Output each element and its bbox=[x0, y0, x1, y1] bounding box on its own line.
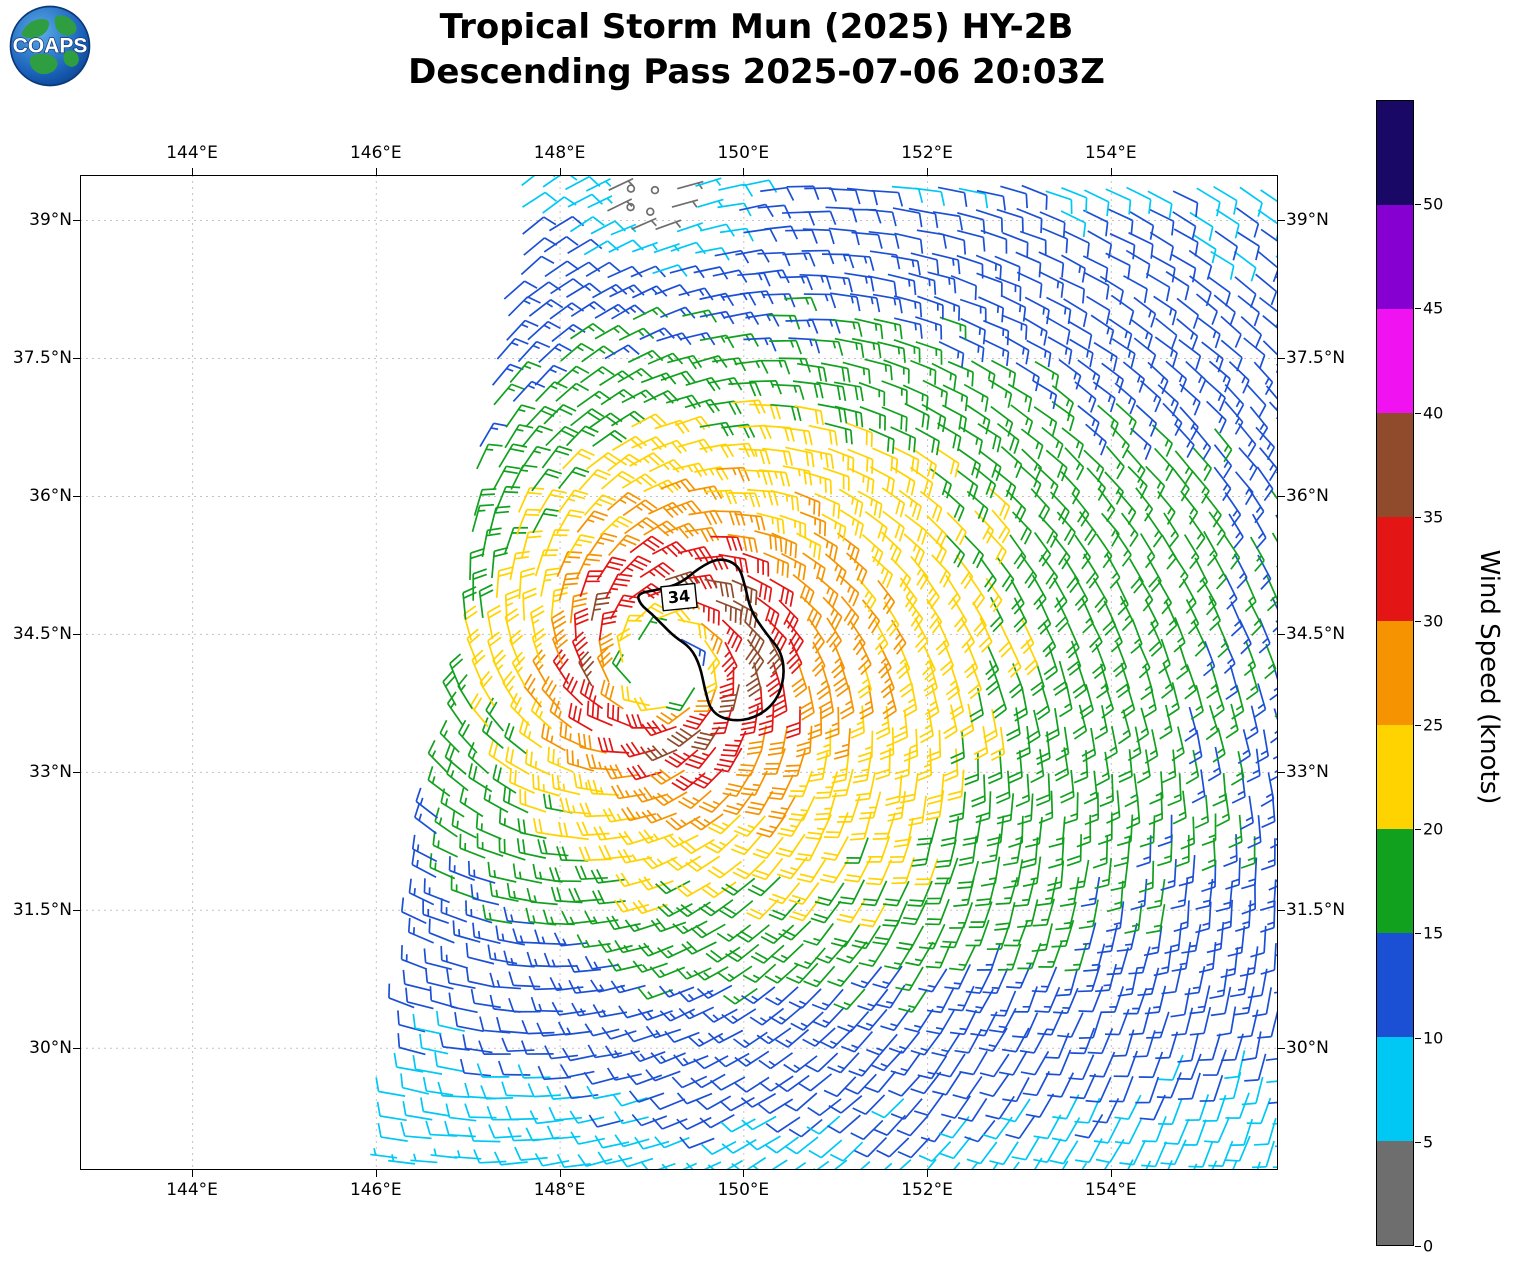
y-tick-label-right: 33°N bbox=[1286, 761, 1329, 782]
colorbar-tick-mark bbox=[1415, 933, 1421, 935]
colorbar-tick-mark bbox=[1415, 516, 1421, 518]
colorbar-tick-label: 45 bbox=[1423, 298, 1444, 318]
colorbar-band-40-45 bbox=[1377, 309, 1413, 413]
colorbar-tick-label: 30 bbox=[1423, 611, 1444, 631]
x-tick-mark-top bbox=[559, 168, 561, 175]
colorbar-label: Wind Speed (knots) bbox=[1474, 549, 1504, 805]
colorbar-band-0-5 bbox=[1377, 1141, 1413, 1245]
colorbar-tick-label: 5 bbox=[1423, 1132, 1434, 1152]
colorbar-band-50-55 bbox=[1377, 101, 1413, 205]
x-tick-label-top: 148°E bbox=[533, 143, 586, 163]
x-tick-label-bottom: 150°E bbox=[717, 1180, 770, 1200]
colorbar-tick-mark bbox=[1415, 1246, 1421, 1247]
title-line-1: Tropical Storm Mun (2025) HY-2B bbox=[439, 7, 1074, 47]
colorbar-tick-label: 0 bbox=[1423, 1236, 1434, 1256]
x-tick-mark-top bbox=[927, 168, 929, 175]
x-tick-label-top: 154°E bbox=[1084, 143, 1137, 163]
y-tick-label-left: 34.5°N bbox=[12, 623, 72, 644]
y-tick-mark-left bbox=[73, 909, 80, 911]
x-tick-label-top: 146°E bbox=[349, 143, 402, 163]
logo-text: COAPS bbox=[13, 35, 88, 58]
colorbar bbox=[1376, 100, 1414, 1246]
colorbar-tick-label: 40 bbox=[1423, 403, 1444, 423]
colorbar-tick-mark bbox=[1415, 1037, 1421, 1039]
x-tick-label-bottom: 144°E bbox=[166, 1180, 218, 1200]
y-tick-mark-right bbox=[1278, 1047, 1285, 1049]
y-tick-label-left: 36°N bbox=[29, 485, 72, 506]
x-tick-label-top: 144°E bbox=[166, 143, 218, 163]
y-tick-label-left: 33°N bbox=[29, 761, 72, 782]
y-tick-label-left: 30°N bbox=[29, 1037, 72, 1058]
y-tick-mark-left bbox=[73, 357, 80, 359]
colorbar-tick-label: 50 bbox=[1423, 194, 1444, 214]
y-tick-label-right: 39°N bbox=[1286, 210, 1329, 231]
coaps-logo: COAPS bbox=[8, 4, 92, 88]
x-tick-mark-bottom bbox=[927, 1170, 929, 1177]
y-tick-mark-left bbox=[73, 1047, 80, 1049]
y-tick-mark-left bbox=[73, 220, 80, 222]
colorbar-band-25-30 bbox=[1377, 621, 1413, 725]
colorbar-band-30-35 bbox=[1377, 517, 1413, 621]
colorbar-tick-mark bbox=[1415, 620, 1421, 622]
x-tick-mark-top bbox=[1110, 168, 1112, 175]
wind-barb-field bbox=[80, 175, 1278, 1170]
y-tick-mark-right bbox=[1278, 771, 1285, 773]
y-tick-mark-left bbox=[73, 771, 80, 773]
colorbar-tick-mark bbox=[1415, 308, 1421, 310]
y-tick-mark-right bbox=[1278, 633, 1285, 635]
colorbar-tick-mark bbox=[1415, 412, 1421, 414]
colorbar-tick-label: 15 bbox=[1423, 923, 1444, 943]
x-tick-mark-top bbox=[192, 168, 194, 175]
colorbar-tick-mark bbox=[1415, 829, 1421, 831]
y-tick-label-left: 31.5°N bbox=[12, 899, 72, 920]
y-tick-mark-right bbox=[1278, 357, 1285, 359]
y-tick-mark-left bbox=[73, 633, 80, 635]
map-plot bbox=[80, 175, 1278, 1170]
x-tick-label-top: 152°E bbox=[901, 143, 953, 163]
y-tick-label-right: 30°N bbox=[1286, 1037, 1329, 1058]
x-tick-mark-top bbox=[375, 168, 377, 175]
x-tick-label-top: 150°E bbox=[717, 143, 770, 163]
y-tick-label-right: 31.5°N bbox=[1286, 899, 1346, 920]
colorbar-band-35-40 bbox=[1377, 413, 1413, 517]
x-tick-label-bottom: 148°E bbox=[533, 1180, 586, 1200]
colorbar-band-15-20 bbox=[1377, 829, 1413, 933]
y-tick-label-left: 37.5°N bbox=[12, 347, 72, 368]
colorbar-tick-label: 35 bbox=[1423, 507, 1444, 527]
y-tick-label-right: 36°N bbox=[1286, 485, 1329, 506]
x-tick-mark-bottom bbox=[192, 1170, 194, 1177]
chart-title: Tropical Storm Mun (2025) HY-2B Descendi… bbox=[0, 5, 1513, 95]
colorbar-band-45-50 bbox=[1377, 205, 1413, 309]
y-tick-mark-right bbox=[1278, 220, 1285, 222]
x-tick-mark-bottom bbox=[375, 1170, 377, 1177]
y-tick-mark-left bbox=[73, 495, 80, 497]
x-tick-label-bottom: 154°E bbox=[1084, 1180, 1137, 1200]
x-tick-label-bottom: 146°E bbox=[349, 1180, 402, 1200]
x-tick-label-bottom: 152°E bbox=[901, 1180, 953, 1200]
x-tick-mark-bottom bbox=[559, 1170, 561, 1177]
colorbar-tick-label: 25 bbox=[1423, 715, 1444, 735]
x-tick-mark-bottom bbox=[743, 1170, 745, 1177]
colorbar-tick-mark bbox=[1415, 204, 1421, 206]
y-tick-label-right: 34.5°N bbox=[1286, 623, 1346, 644]
x-tick-mark-bottom bbox=[1110, 1170, 1112, 1177]
y-tick-mark-right bbox=[1278, 495, 1285, 497]
y-tick-mark-right bbox=[1278, 909, 1285, 911]
globe-icon: COAPS bbox=[9, 5, 91, 87]
colorbar-band-10-15 bbox=[1377, 933, 1413, 1037]
y-tick-label-right: 37.5°N bbox=[1286, 347, 1346, 368]
x-tick-mark-top bbox=[743, 168, 745, 175]
y-tick-label-left: 39°N bbox=[29, 210, 72, 231]
colorbar-tick-mark bbox=[1415, 1141, 1421, 1143]
colorbar-tick-label: 20 bbox=[1423, 819, 1444, 839]
colorbar-band-5-10 bbox=[1377, 1037, 1413, 1141]
colorbar-tick-label: 10 bbox=[1423, 1028, 1444, 1048]
colorbar-band-20-25 bbox=[1377, 725, 1413, 829]
title-line-2: Descending Pass 2025-07-06 20:03Z bbox=[408, 52, 1105, 92]
colorbar-tick-mark bbox=[1415, 725, 1421, 727]
